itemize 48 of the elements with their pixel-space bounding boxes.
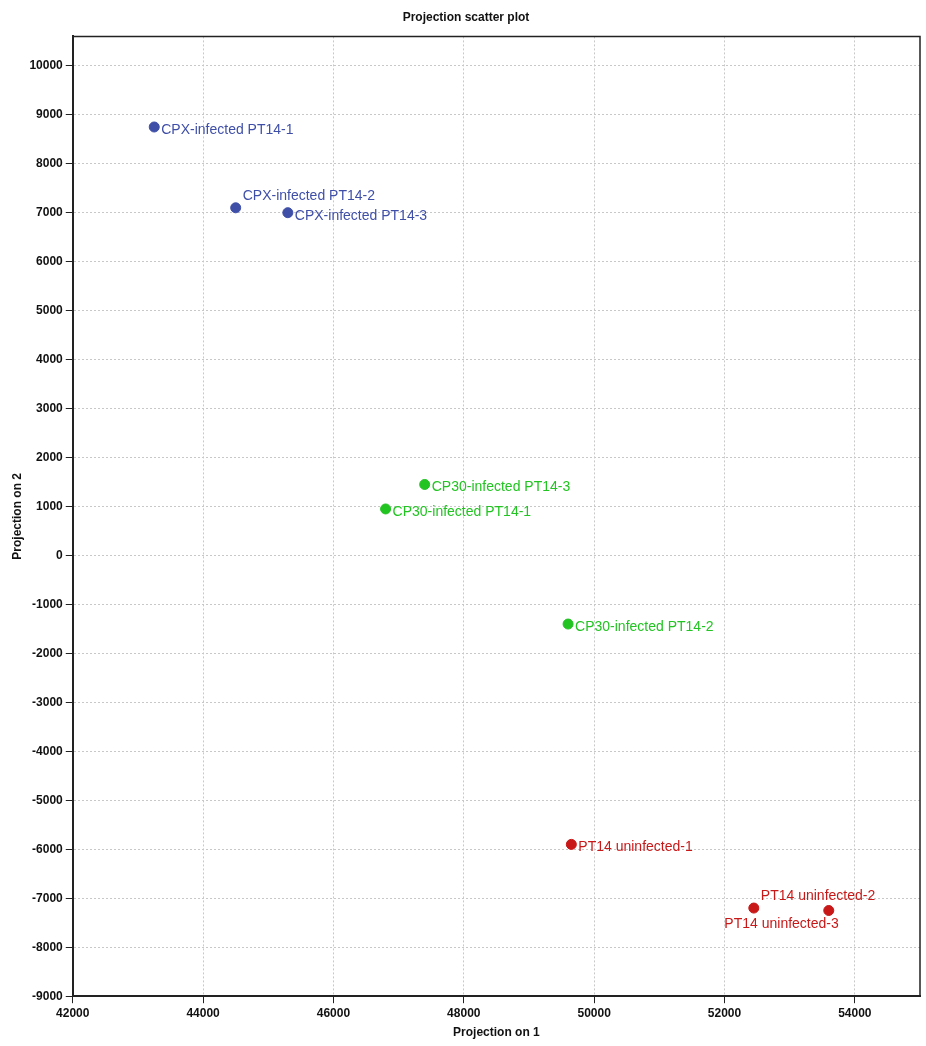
point [823, 905, 835, 916]
annotation: CPX-infected PT14-3 [294, 206, 428, 223]
annotation: CPX-infected PT14-1 [161, 120, 294, 137]
x-tick-label: 52000 [707, 1005, 742, 1020]
y-tick-label: 2000 [36, 449, 64, 464]
y-tick-label: 4000 [36, 351, 64, 366]
y-tick-label: -6000 [32, 841, 64, 856]
x-tick-label: 42000 [56, 1005, 90, 1020]
y-tick-label: 8000 [36, 156, 64, 171]
point [748, 902, 760, 914]
point [380, 503, 392, 515]
point [419, 478, 431, 490]
y-axis-title: Projection on 2 [9, 472, 24, 560]
y-tick-label: -8000 [32, 939, 64, 954]
y-tick-label: 3000 [36, 400, 64, 415]
x-tick-label: 44000 [186, 1005, 221, 1020]
y-tick-label: -5000 [32, 792, 64, 807]
annotation: CP30-infected PT14-3 [431, 478, 571, 495]
y-tick-label: 1000 [36, 498, 64, 513]
annotation: CPX-infected PT14-2 [242, 186, 376, 203]
point [148, 121, 160, 133]
y-tick-label: 9000 [36, 107, 64, 122]
point [230, 202, 242, 214]
y-tick-label: -7000 [32, 890, 64, 905]
y-tick-label: 10000 [29, 58, 64, 73]
y-tick-label: 0 [56, 547, 64, 562]
annotation: CP30-infected PT14-1 [392, 502, 532, 519]
chart-title: Projection scatter plot [402, 9, 530, 24]
y-tick-label: -4000 [32, 743, 64, 758]
x-tick-label: 50000 [577, 1005, 612, 1020]
y-tick-label: 6000 [36, 253, 64, 268]
y-tick-label: -2000 [32, 645, 64, 660]
annotation: PT14 uninfected-1 [578, 838, 693, 855]
annotation: PT14 uninfected-2 [760, 886, 876, 903]
point [562, 618, 574, 630]
y-tick-label: -1000 [32, 596, 64, 611]
annotation: PT14 uninfected-3 [724, 915, 839, 932]
annotation: CP30-infected PT14-2 [575, 617, 714, 634]
y-tick-label: -3000 [32, 694, 64, 709]
point [565, 838, 577, 850]
y-tick-label: 5000 [36, 302, 64, 317]
x-axis-title: Projection on 1 [453, 1025, 541, 1040]
x-tick-label: 54000 [838, 1005, 872, 1020]
x-tick-label: 48000 [447, 1005, 481, 1020]
x-tick-label: 46000 [316, 1005, 351, 1020]
y-tick-label: 7000 [36, 205, 64, 219]
point [282, 207, 294, 219]
y-tick-label: -9000 [32, 988, 64, 1003]
